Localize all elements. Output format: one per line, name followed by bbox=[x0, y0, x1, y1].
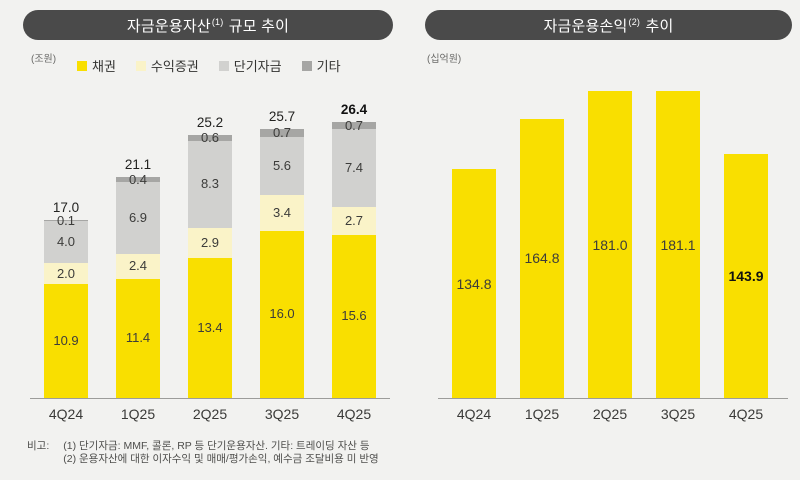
footnote-ref-2: (2) bbox=[628, 16, 641, 27]
segment-value-label: 2.9 bbox=[200, 234, 220, 250]
bar-segment-others bbox=[188, 134, 232, 141]
bar-investment-income bbox=[724, 154, 768, 398]
x-axis-label: 3Q25 bbox=[660, 406, 696, 422]
segment-value-label: 5.6 bbox=[272, 157, 292, 173]
legend-label-bonds: 채권 bbox=[92, 59, 116, 74]
x-axis-label: 2Q25 bbox=[192, 406, 228, 422]
total-value-label: 25.7 bbox=[268, 109, 296, 125]
bar-value-label: 134.8 bbox=[456, 275, 492, 292]
total-value-label: 26.4 bbox=[340, 102, 368, 117]
segment-value-label: 15.6 bbox=[341, 308, 367, 324]
bar-segment-others bbox=[332, 122, 376, 130]
bar-segment-short-term-funds bbox=[116, 181, 160, 254]
legend-item-short-term-funds: 단기자금 bbox=[218, 56, 282, 75]
legend-swatch-beneficiary-certificates bbox=[135, 60, 146, 71]
legend-item-bonds: 채권 bbox=[77, 56, 116, 75]
legend-label-short-term-funds: 단기자금 bbox=[233, 59, 282, 74]
bar-segment-beneficiary-certificates bbox=[260, 195, 304, 231]
total-value-label: 21.1 bbox=[124, 157, 152, 173]
bar-segment-short-term-funds bbox=[260, 136, 304, 196]
left-chart-title-text: 자금운용자산(1) 규모 추이 bbox=[126, 16, 290, 35]
right-chart-title: 자금운용손익(2) 추이 bbox=[425, 10, 792, 40]
bar-value-label: 143.9 bbox=[728, 268, 764, 285]
x-axis-label: 2Q25 bbox=[592, 406, 628, 422]
bar-segment-bonds bbox=[116, 278, 160, 398]
segment-value-label: 2.7 bbox=[344, 212, 364, 228]
footnote-ref-1: (1) bbox=[211, 16, 224, 27]
x-axis-label: 4Q25 bbox=[728, 406, 764, 422]
left-chart-legend: 채권 수익증권 단기자금 기타 bbox=[77, 56, 341, 75]
x-axis-label: 4Q25 bbox=[336, 406, 372, 422]
x-axis-label: 1Q25 bbox=[524, 406, 560, 422]
segment-value-label: 0.4 bbox=[128, 171, 148, 187]
bar-segment-bonds bbox=[44, 284, 88, 398]
bar-segment-beneficiary-certificates bbox=[116, 253, 160, 279]
segment-value-label: 3.4 bbox=[272, 204, 292, 220]
bar-segment-others bbox=[116, 177, 160, 182]
legend-swatch-bonds bbox=[77, 60, 87, 71]
segment-value-label: 0.7 bbox=[344, 117, 364, 133]
bar-segment-short-term-funds bbox=[332, 129, 376, 207]
segment-value-label: 11.4 bbox=[125, 330, 151, 346]
bar-segment-beneficiary-certificates bbox=[44, 263, 88, 285]
footnote-line-1: (1) 단기자금: MMF, 콜론, RP 등 단기운용자산. 기타: 트레이딩… bbox=[63, 440, 370, 452]
bar-segment-beneficiary-certificates bbox=[188, 227, 232, 258]
total-value-label: 25.2 bbox=[196, 114, 224, 130]
legend-swatch-short-term-funds bbox=[218, 60, 229, 71]
bar-segment-short-term-funds bbox=[188, 140, 232, 228]
segment-value-label: 0.7 bbox=[272, 124, 292, 140]
bar-investment-income bbox=[588, 91, 632, 398]
legend-label-others: 기타 bbox=[316, 59, 341, 74]
total-value-label: 17.0 bbox=[52, 200, 80, 216]
x-axis-label: 1Q25 bbox=[120, 406, 156, 422]
bar-value-label: 181.0 bbox=[592, 236, 628, 253]
right-chart-title-text: 자금운용손익(2) 추이 bbox=[543, 16, 674, 35]
segment-value-label: 6.9 bbox=[128, 209, 148, 225]
segment-value-label: 16.0 bbox=[269, 306, 295, 322]
bar-segment-bonds bbox=[332, 234, 376, 398]
bar-investment-income bbox=[656, 91, 700, 398]
segment-value-label: 7.4 bbox=[344, 160, 364, 175]
legend-item-others: 기타 bbox=[301, 56, 341, 75]
legend-swatch-others bbox=[301, 60, 312, 71]
x-axis-label: 3Q25 bbox=[264, 406, 300, 422]
bar-value-label: 164.8 bbox=[524, 250, 560, 267]
bar-segment-bonds bbox=[188, 257, 232, 398]
legend-item-beneficiary-certificates: 수익증권 bbox=[135, 56, 199, 75]
left-chart-title: 자금운용자산(1) 규모 추이 bbox=[23, 10, 393, 40]
footnote: 비고: (1) 단기자금: MMF, 콜론, RP 등 단기운용자산. 기타: … bbox=[27, 440, 379, 466]
segment-value-label: 13.4 bbox=[197, 319, 223, 335]
legend-label-beneficiary-certificates: 수익증권 bbox=[150, 59, 199, 74]
footnote-line-2: (2) 운용자산에 대한 이자수익 및 매매/평가손익, 예수금 조달비용 미 … bbox=[63, 453, 379, 465]
segment-value-label: 0.1 bbox=[56, 212, 76, 228]
x-axis-label: 4Q24 bbox=[456, 406, 492, 422]
footnote-label: 비고: bbox=[27, 440, 50, 452]
segment-value-label: 4.0 bbox=[56, 234, 76, 250]
left-x-axis-line bbox=[30, 398, 390, 399]
segment-value-label: 0.6 bbox=[200, 129, 220, 145]
segment-value-label: 8.3 bbox=[200, 176, 220, 192]
bar-investment-income bbox=[452, 169, 496, 398]
bar-segment-bonds bbox=[260, 230, 304, 398]
segment-value-label: 2.4 bbox=[128, 258, 148, 274]
segment-value-label: 2.0 bbox=[56, 265, 76, 281]
bar-segment-short-term-funds bbox=[44, 221, 88, 264]
segment-value-label: 10.9 bbox=[53, 333, 79, 349]
bar-segment-others bbox=[260, 129, 304, 137]
bar-value-label: 181.1 bbox=[660, 236, 696, 253]
left-unit-label: (조원) bbox=[31, 54, 57, 65]
footnote-lines: (1) 단기자금: MMF, 콜론, RP 등 단기운용자산. 기타: 트레이딩… bbox=[63, 440, 378, 466]
bar-investment-income bbox=[520, 118, 564, 398]
bar-segment-others bbox=[44, 220, 88, 222]
right-unit-label: (십억원) bbox=[427, 54, 462, 65]
right-x-axis-line bbox=[438, 398, 788, 399]
x-axis-label: 4Q24 bbox=[48, 406, 84, 422]
bar-segment-beneficiary-certificates bbox=[332, 206, 376, 235]
